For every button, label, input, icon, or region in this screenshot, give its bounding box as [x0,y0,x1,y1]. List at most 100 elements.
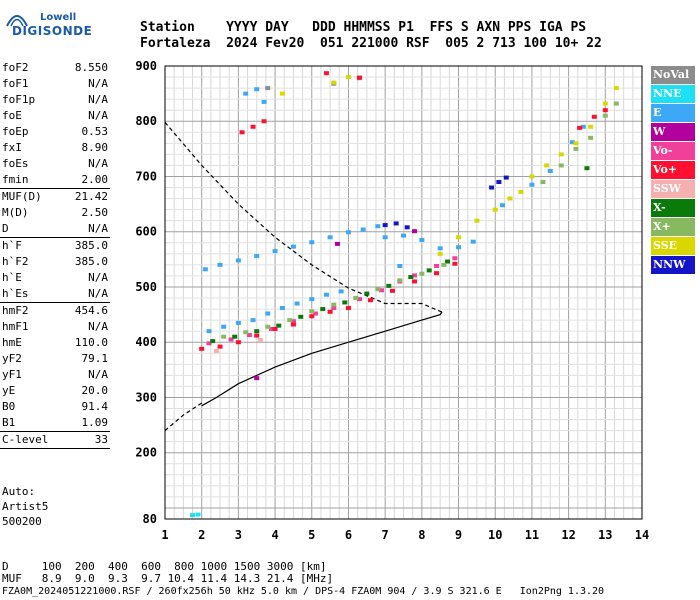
echo-point-5 [250,124,256,129]
echo-point-2 [206,329,212,334]
echo-point-2 [375,224,381,229]
echo-point-5 [323,71,329,76]
echo-point-9 [544,163,550,168]
echo-point-5 [367,298,373,303]
echo-point-8 [441,262,447,267]
legend-entry-xplus: X+ [651,218,695,236]
echo-point-2 [401,233,406,238]
echo-point-8 [331,302,337,307]
echo-point-9 [518,189,524,194]
x-tick-label: 7 [382,528,389,542]
legend-entry-e: E [651,104,695,122]
param-row: B0 91.4 [0,399,110,415]
param-label: M(D) [2,206,29,219]
electron-density-profile [201,311,443,407]
echo-point-4 [331,305,337,310]
echo-point-7 [210,339,216,344]
param-separator [0,188,110,189]
echo-point-8 [287,318,293,323]
param-label: foE [2,109,22,122]
echo-point-2 [456,245,462,250]
echo-point-2 [309,297,315,302]
param-label: fmin [2,173,29,186]
param-row: foF1p N/A [0,92,110,108]
auto-code: 500200 [2,515,42,528]
echo-point-2 [345,230,351,235]
legend-entry-ssw: SSW [651,180,695,198]
echo-point-7 [445,259,451,264]
echo-point-5 [217,344,223,349]
ionogram-chart: 1 2 3 4 5 6 7 8 9 10 11 12 13 14802003004005006007008… [135,59,649,542]
legend-entry-w: W [651,123,695,141]
echo-point-5 [235,340,241,345]
echo-point-3 [254,376,260,381]
param-row: M(D) 2.50 [0,205,110,221]
param-value: N/A [88,368,108,381]
param-value: 454.6 [74,304,108,317]
polarization-legend: NoVal NNE E W Vo- Vo+ SSW X- X+ SSE NNW [651,66,695,275]
plot-frame [164,65,643,520]
y-tick-label: 200 [135,446,157,460]
x-tick-label: 2 [198,528,205,542]
echo-point-5 [327,309,333,314]
echo-point-7 [408,275,414,280]
echo-point-10 [382,223,388,228]
echo-point-9 [558,152,564,157]
param-label: foF2 [2,61,29,74]
y-tick-label: 800 [135,114,157,128]
param-value: N/A [88,320,108,333]
y-tick-label: 80 [143,512,157,526]
param-row: hmE 110.0 [0,335,110,351]
param-row: yF2 79.1 [0,351,110,367]
echo-point-4 [290,319,296,324]
echo-point-5 [199,346,205,351]
echo-point-0 [265,86,271,91]
echo-point-2 [202,267,208,272]
echo-point-7 [298,314,304,319]
echo-point-2 [279,305,285,310]
echo-point-5 [591,114,597,119]
echo-point-2 [254,254,260,259]
echo-point-2 [529,182,535,187]
param-label: yF2 [2,352,22,365]
x-tick-label: 4 [271,528,278,542]
y-tick-label: 300 [135,390,157,404]
legend-entry-xminus: X- [651,199,695,217]
echo-point-8 [309,309,315,314]
param-value: 8.90 [81,141,109,154]
param-value: N/A [88,93,108,106]
echo-point-2 [437,246,443,251]
param-row: MUF(D) 21.42 [0,189,110,205]
param-row: h`E N/A [0,270,110,286]
param-row: h`F 385.0 [0,238,110,254]
echo-point-8 [613,101,619,106]
echo-point-7 [276,323,282,328]
param-row: B1 1.09 [0,415,110,431]
echo-point-10 [503,175,509,180]
param-value: N/A [88,222,108,235]
echo-point-8 [265,324,271,329]
echo-point-5 [412,279,418,284]
param-label: B0 [2,400,16,413]
echo-point-9 [345,75,351,80]
echo-point-1 [190,513,196,518]
param-value: 2.00 [81,173,109,186]
param-label: foF1p [2,93,36,106]
echo-point-2 [235,258,241,263]
echo-point-2 [338,289,344,294]
x-tick-label: 9 [455,528,462,542]
echo-point-2 [569,140,575,145]
echo-point-4 [246,333,252,338]
echo-point-4 [412,273,418,278]
echo-point-8 [588,135,594,140]
param-value: 20.0 [81,384,109,397]
legend-entry-voplus: Vo+ [651,161,695,179]
echo-point-2 [261,99,267,104]
header-labels: Station YYYY DAY DDD HHMMSS P1 FFS S AXN… [140,20,587,35]
param-value: 33 [94,433,108,446]
echo-point-6 [257,338,263,343]
logo-lowell-text: Lowell [40,12,77,23]
echo-point-5 [239,130,245,135]
echo-point-8 [540,180,546,185]
param-label: foF1 [2,77,29,90]
